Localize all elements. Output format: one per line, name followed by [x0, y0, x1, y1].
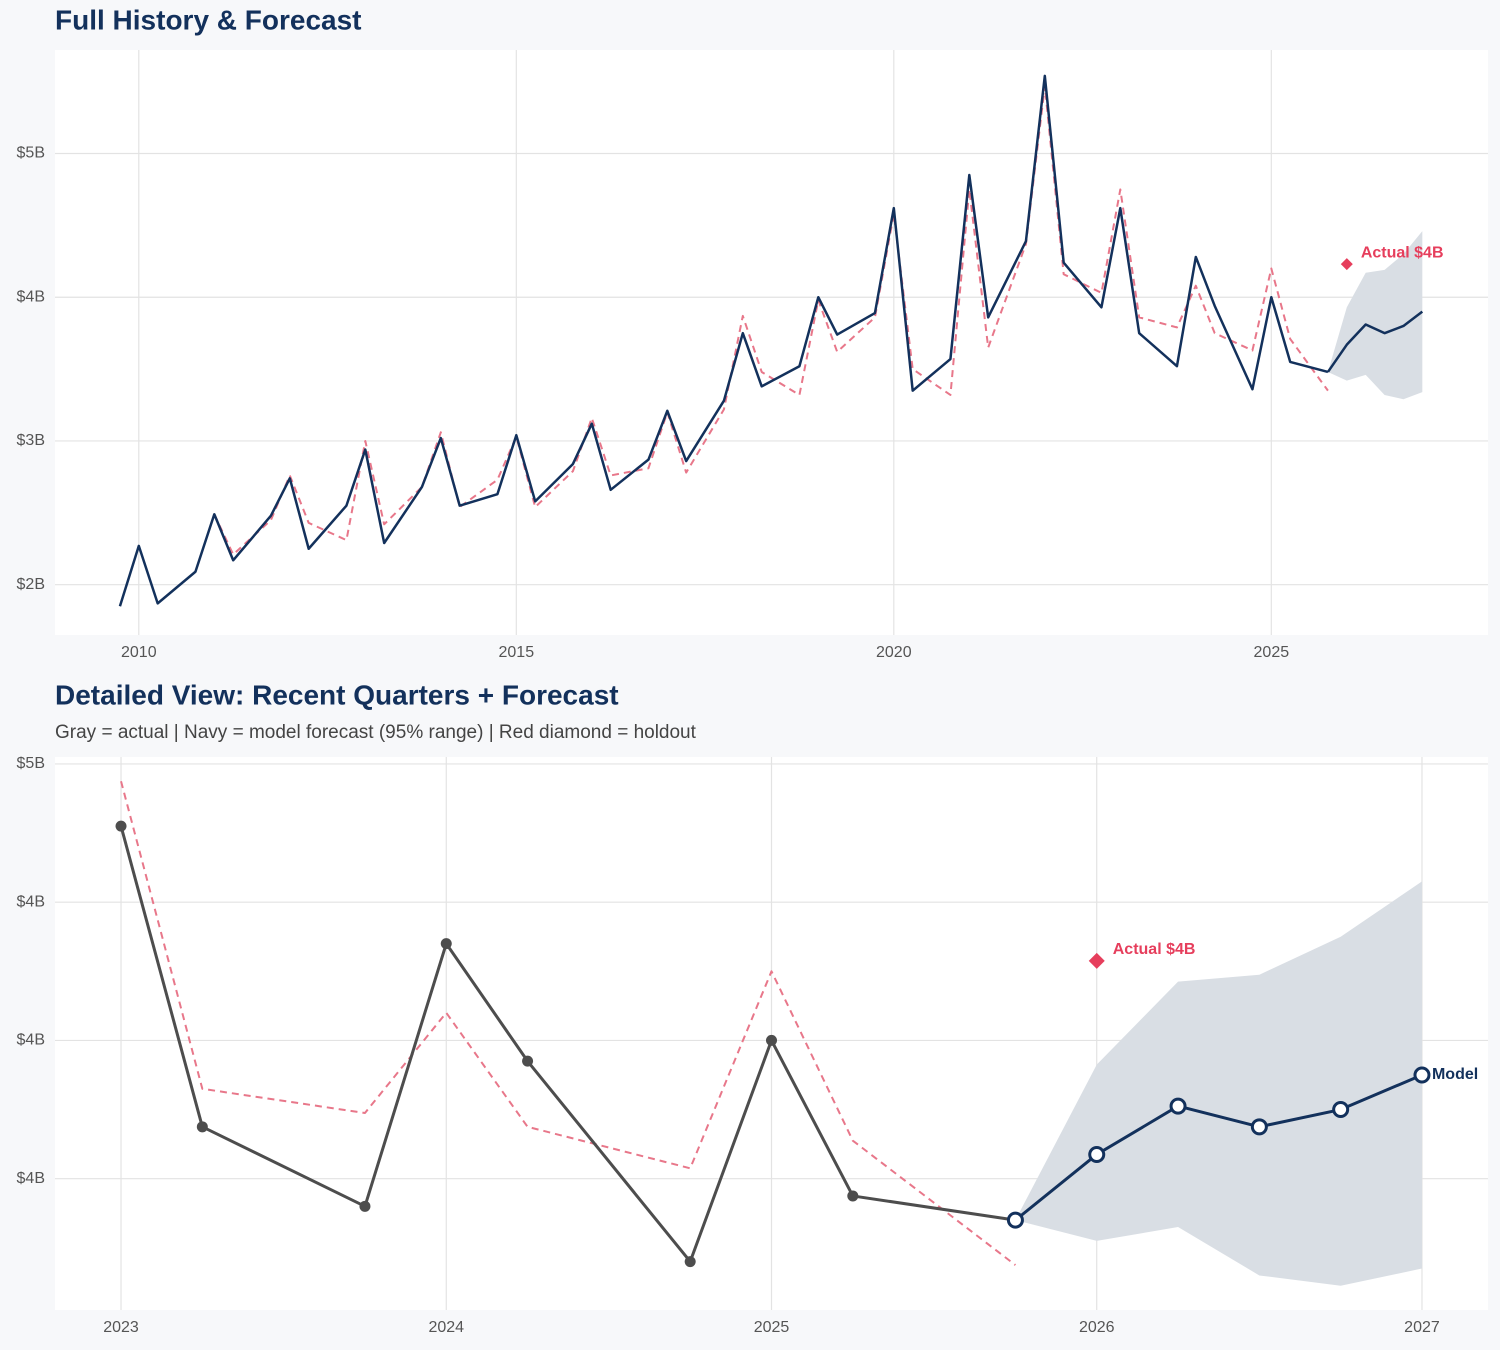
plot-area — [55, 50, 1488, 635]
point — [847, 1190, 859, 1202]
point — [1332, 1101, 1350, 1119]
fitted-line — [120, 780, 1017, 1266]
series-label: Model — [1432, 1066, 1478, 1083]
x-tick-label: 2023 — [103, 1319, 139, 1336]
point — [1169, 1097, 1187, 1115]
point — [115, 820, 127, 832]
point — [1088, 1145, 1106, 1163]
y-tick-label: $4B — [17, 893, 45, 910]
x-tick-label: 2024 — [428, 1319, 464, 1336]
point — [1413, 1066, 1431, 1084]
point — [766, 1034, 777, 1046]
forecast-band — [1015, 881, 1422, 1286]
holdout-marker — [1088, 952, 1105, 969]
x-tick-label: 2025 — [1254, 644, 1290, 661]
point — [1250, 1118, 1268, 1136]
series-line — [1326, 310, 1424, 373]
y-tick-label: $5B — [17, 755, 45, 772]
point — [684, 1256, 696, 1268]
point — [359, 1200, 371, 1212]
x-tick-label: 2026 — [1079, 1319, 1115, 1336]
x-tick-label: 2025 — [754, 1319, 790, 1336]
x-tick-label: 2027 — [1404, 1319, 1440, 1336]
chart-subtitle: Gray = actual | Navy = model forecast (9… — [55, 722, 697, 743]
y-tick-label: $4B — [17, 1032, 45, 1049]
y-tick-label: $2B — [17, 576, 45, 593]
fitted-line — [213, 84, 1329, 556]
x-tick-label: 2020 — [876, 644, 912, 661]
point — [522, 1055, 534, 1067]
point — [440, 938, 452, 950]
chart-title: Full History & Forecast — [55, 4, 362, 35]
holdout-label: Actual $4B — [1113, 941, 1196, 958]
series-line — [1014, 1073, 1423, 1222]
x-tick-label: 2010 — [121, 644, 157, 661]
point — [196, 1121, 208, 1133]
holdout-label: Actual $4B — [1361, 244, 1444, 261]
series-line — [118, 74, 1329, 607]
forecast-band — [1327, 231, 1423, 400]
y-tick-label: $5B — [17, 145, 45, 162]
y-tick-label: $4B — [17, 288, 45, 305]
y-tick-label: $3B — [17, 432, 45, 449]
y-tick-label: $4B — [17, 1170, 45, 1187]
x-tick-label: 2015 — [499, 644, 535, 661]
chart-title: Detailed View: Recent Quarters + Forecas… — [55, 679, 619, 710]
point — [1006, 1211, 1024, 1229]
holdout-marker — [1340, 258, 1353, 271]
